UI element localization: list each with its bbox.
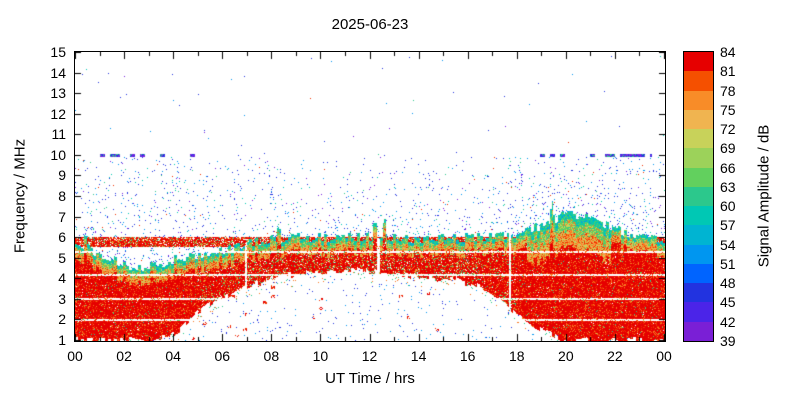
colorbar-tick-label: 48 xyxy=(720,275,736,292)
x-tick-label: 12 xyxy=(361,348,378,364)
colorbar-tick-label: 84 xyxy=(720,44,736,60)
y-tick-label: 6 xyxy=(58,229,66,246)
x-tick-label: 06 xyxy=(214,348,231,364)
x-tick-label: 14 xyxy=(410,348,427,364)
colorbar-block xyxy=(684,283,713,303)
colorbar-block xyxy=(684,71,713,91)
colorbar-block xyxy=(684,263,713,284)
y-tick-label: 11 xyxy=(51,126,66,143)
colorbar-tick-label: 75 xyxy=(720,101,736,118)
x-tick-label: 20 xyxy=(558,348,574,364)
colorbar-block xyxy=(684,321,713,341)
x-tick-label: 18 xyxy=(508,348,525,364)
colorbar-block xyxy=(684,167,713,187)
y-tick-label: 2 xyxy=(58,311,66,328)
y-tick-label: 13 xyxy=(50,85,66,102)
x-tick-label: 16 xyxy=(459,348,476,364)
y-tick-label: 14 xyxy=(50,64,66,81)
colorbar-tick-label: 63 xyxy=(720,178,736,195)
colorbar-tick-label: 39 xyxy=(720,333,736,349)
colorbar xyxy=(683,51,714,342)
y-tick-label: 7 xyxy=(58,208,66,225)
x-tick-label: 00 xyxy=(67,348,83,364)
colorbar-block xyxy=(684,109,713,130)
colorbar-block xyxy=(684,302,713,322)
colorbar-block xyxy=(684,206,713,226)
plot-area xyxy=(74,51,666,342)
colorbar-tick-label: 45 xyxy=(720,294,736,311)
colorbar-block xyxy=(684,186,713,207)
colorbar-tick-label: 78 xyxy=(720,82,736,99)
y-tick-label: 15 xyxy=(50,44,66,60)
y-tick-label: 4 xyxy=(58,270,66,287)
x-tick-label: 02 xyxy=(116,348,132,364)
colorbar-tick-label: 66 xyxy=(720,159,736,176)
y-axis-label: Frequency / MHz xyxy=(11,138,29,254)
y-tick-label: 9 xyxy=(58,167,66,184)
spectrogram-canvas xyxy=(75,52,665,341)
colorbar-block xyxy=(684,225,713,245)
x-tick-label: 22 xyxy=(607,348,623,364)
colorbar-label: Signal Amplitude / dB xyxy=(755,124,773,268)
colorbar-tick-label: 60 xyxy=(720,198,736,215)
colorbar-tick-label: 81 xyxy=(720,63,736,80)
colorbar-tick-label: 51 xyxy=(720,255,736,272)
colorbar-block xyxy=(684,52,713,72)
colorbar-block xyxy=(684,129,713,149)
colorbar-tick-label: 54 xyxy=(720,236,736,253)
x-tick-label: 08 xyxy=(263,348,280,364)
colorbar-tick-label: 42 xyxy=(720,313,736,330)
x-tick-label: 04 xyxy=(165,348,181,364)
colorbar-tick-label: 72 xyxy=(720,121,736,138)
colorbar-block xyxy=(684,148,713,168)
colorbar-tick-label: 57 xyxy=(720,217,736,234)
y-tick-label: 12 xyxy=(50,105,66,122)
y-tick-label: 10 xyxy=(50,146,66,163)
y-tick-label: 8 xyxy=(58,188,66,204)
y-tick-label: 3 xyxy=(58,290,66,307)
colorbar-tick-label: 69 xyxy=(720,140,736,157)
colorbar-block xyxy=(684,90,713,110)
y-tick-label: 5 xyxy=(58,249,66,266)
x-tick-label: 00 xyxy=(656,348,672,364)
x-axis-label: UT Time / hrs xyxy=(325,370,415,387)
x-tick-label: 10 xyxy=(312,348,329,364)
y-tick-label: 1 xyxy=(58,332,66,348)
colorbar-block xyxy=(684,244,713,264)
chart-title: 2025-06-23 xyxy=(331,16,409,33)
